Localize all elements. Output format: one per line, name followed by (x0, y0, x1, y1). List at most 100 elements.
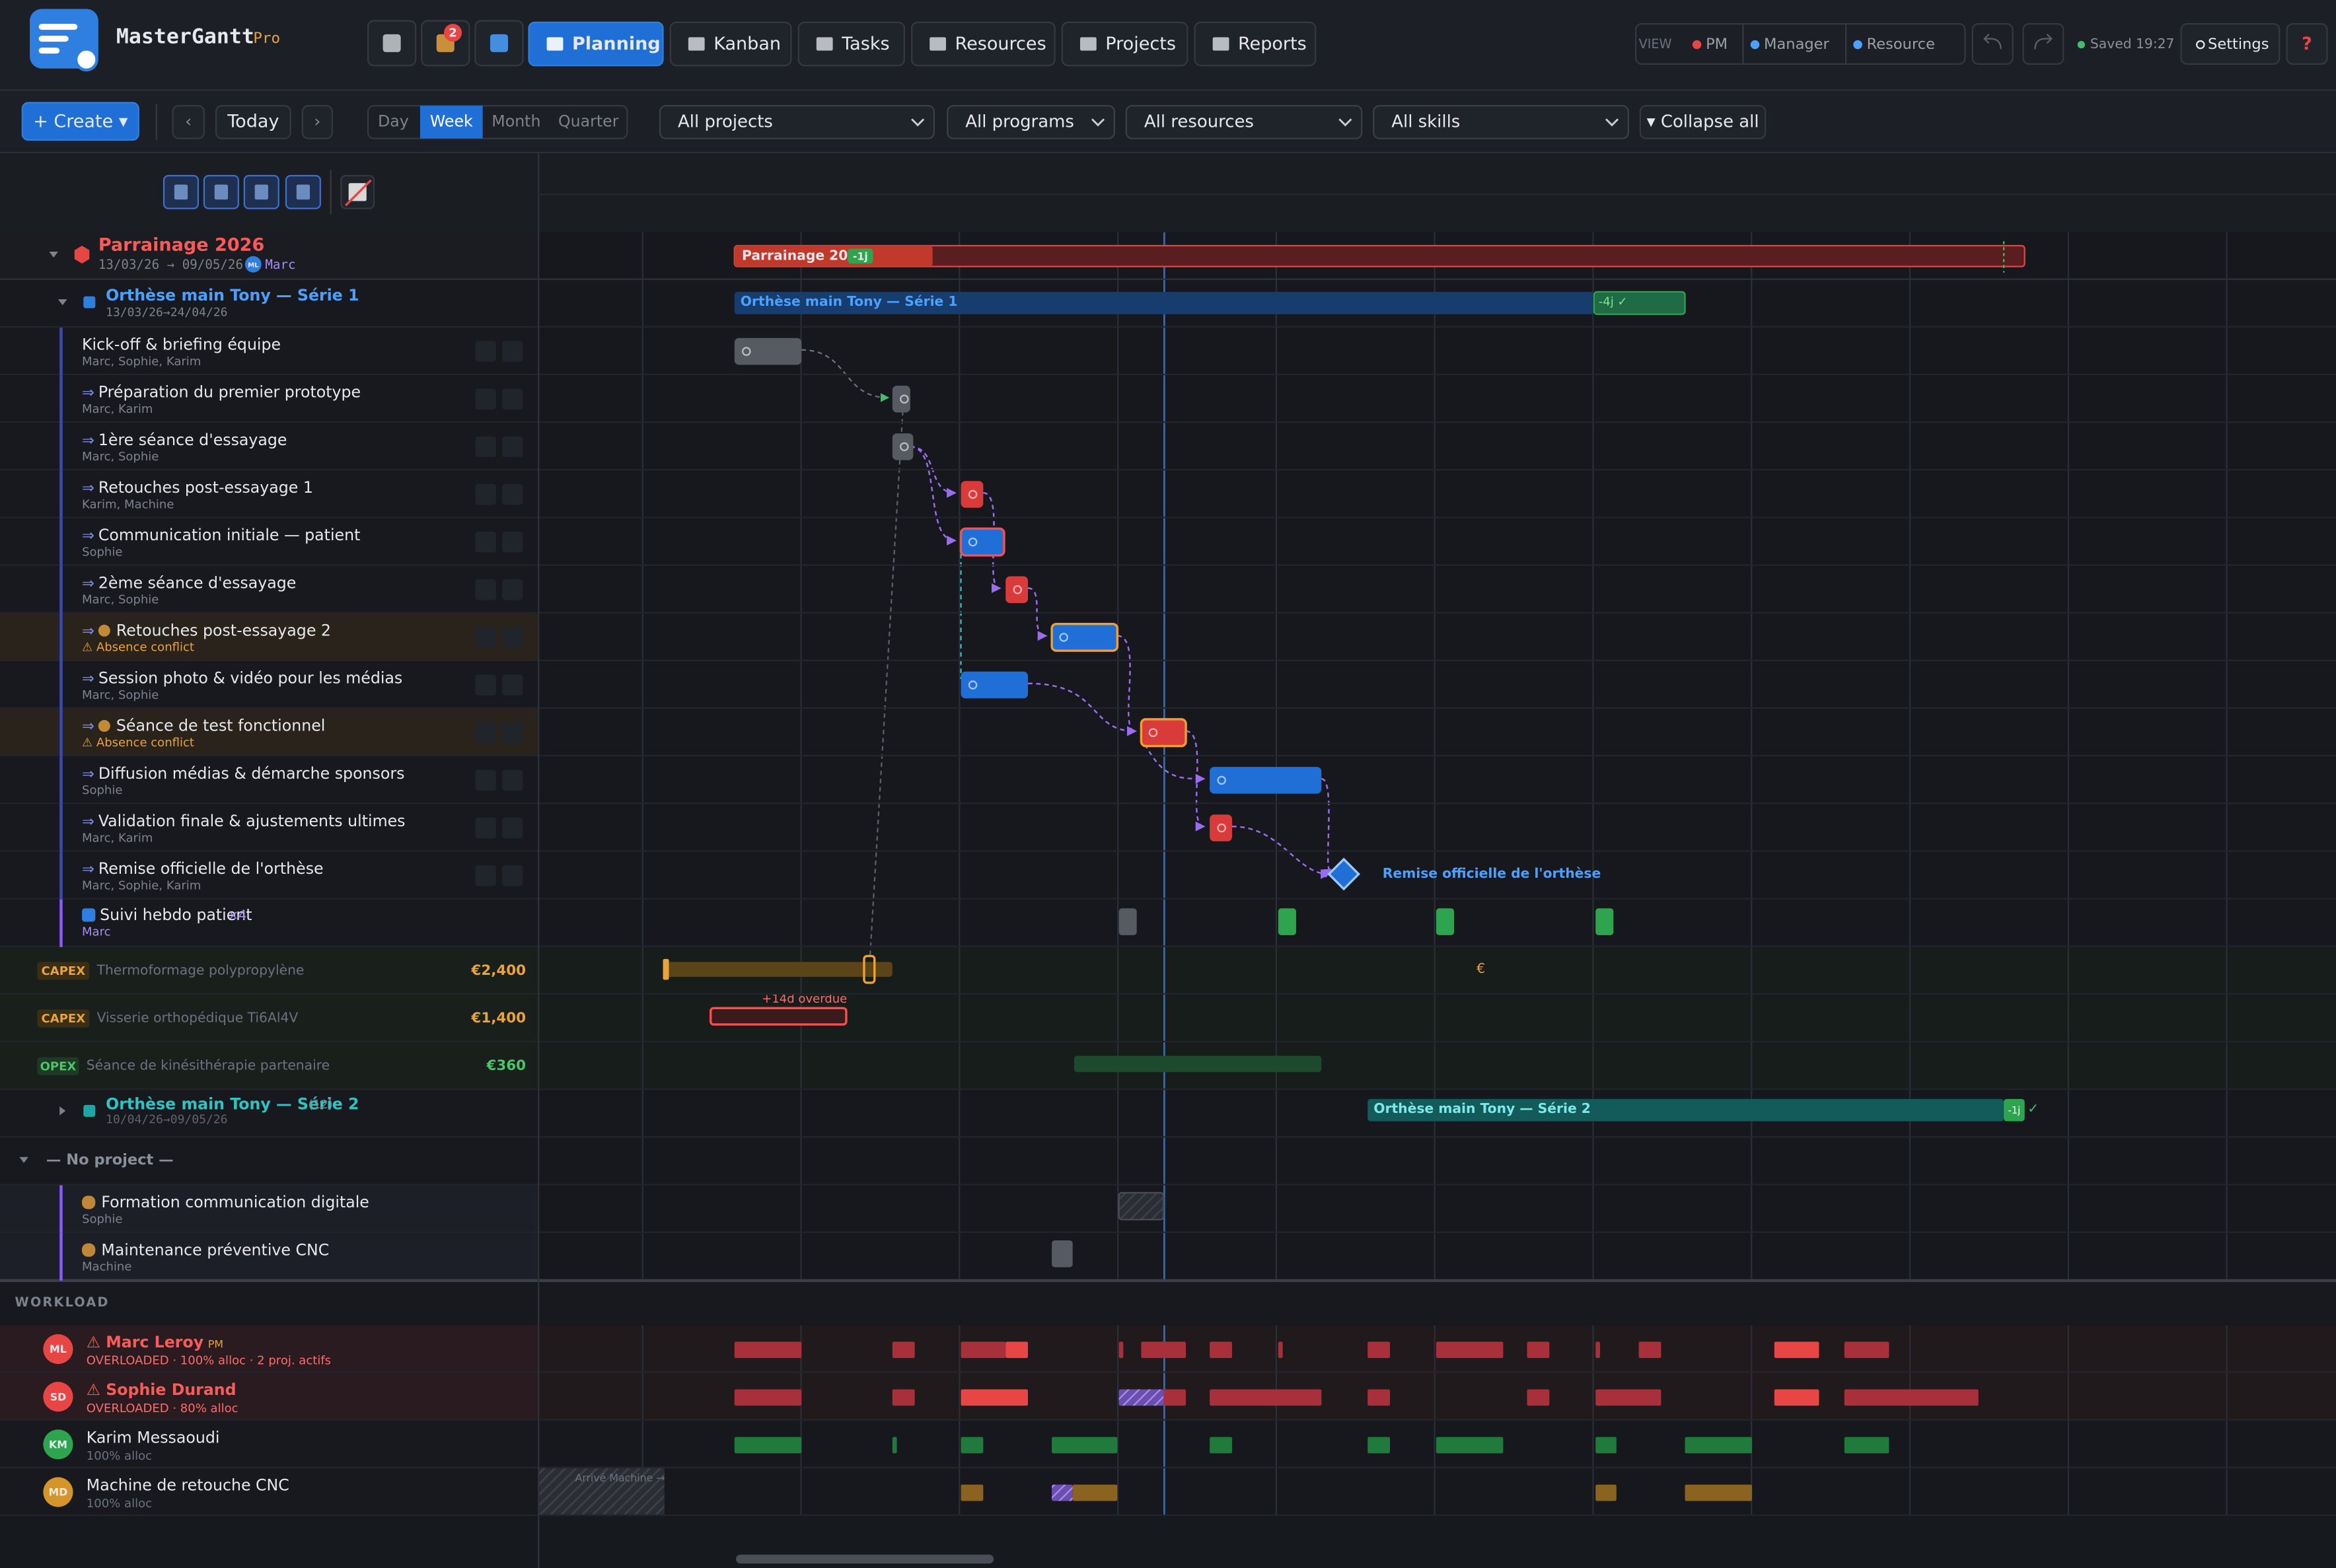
prev-button[interactable] (172, 104, 205, 139)
nav-tab[interactable] (669, 21, 792, 67)
settings-button[interactable] (2180, 22, 2281, 65)
caret[interactable] (19, 1157, 28, 1163)
cost-bar (1074, 1055, 1322, 1073)
owner-initials: ML (248, 262, 259, 269)
row-action[interactable] (501, 579, 523, 600)
task-bar[interactable] (1005, 576, 1029, 604)
row-action[interactable] (501, 483, 523, 505)
task-bar[interactable] (1210, 814, 1232, 841)
settings-label: Settings (2208, 36, 2269, 53)
filter-dropdown[interactable] (1125, 104, 1363, 139)
task-bar[interactable] (1210, 767, 1322, 794)
task-assignees: Marc, Karim (82, 402, 153, 416)
today-button[interactable] (215, 104, 291, 139)
task-bar[interactable] (734, 338, 802, 365)
row-action[interactable] (475, 674, 496, 695)
resource-status: 100% alloc (87, 1497, 152, 1511)
row-bg (0, 423, 538, 471)
project-dates: 13/03/26 → 09/05/26 (98, 257, 243, 272)
notification-count: 2 (449, 26, 457, 40)
nav-tab[interactable] (797, 21, 905, 67)
occurrence-bar (1595, 908, 1614, 935)
nav-tab[interactable] (1061, 21, 1188, 67)
workload-row-bg (0, 1468, 538, 1516)
task-bar[interactable] (1140, 718, 1187, 748)
load-bar (1072, 1484, 1118, 1501)
row-action[interactable] (501, 817, 523, 839)
redo-button[interactable] (2022, 22, 2064, 65)
dependency-link (869, 411, 904, 956)
cost-name: Séance de kinésithérapie partenaire (87, 1057, 330, 1073)
row-action[interactable] (475, 388, 496, 410)
load-bar (1685, 1484, 1752, 1501)
nav-tab[interactable] (1194, 21, 1317, 67)
scrollbar-thumb[interactable] (736, 1554, 994, 1564)
notification-badge (444, 24, 462, 42)
filter-dropdown[interactable] (947, 104, 1115, 139)
load-bar (734, 1437, 802, 1454)
group-name: Orthèse main Tony — Série 2 (106, 1094, 359, 1113)
caret[interactable] (57, 299, 67, 306)
milestone[interactable] (1327, 857, 1361, 891)
task-bar[interactable] (961, 671, 1029, 699)
row-action[interactable] (475, 341, 496, 362)
row-action[interactable] (475, 769, 496, 791)
row-action[interactable] (501, 865, 523, 886)
task-bar[interactable] (1050, 622, 1119, 652)
nav-tab[interactable] (910, 21, 1056, 67)
filter-dropdown[interactable] (659, 104, 935, 139)
create-button[interactable] (21, 102, 139, 141)
dependency-link (1321, 777, 1332, 878)
bar-label: Parrainage 2026 (742, 247, 867, 263)
row-action[interactable] (475, 531, 496, 553)
task-bar[interactable] (959, 527, 1005, 557)
load-bar (892, 1389, 915, 1406)
help-button[interactable] (2286, 22, 2328, 65)
help-label: ? (2302, 34, 2312, 54)
group-dates: 13/03/26→24/04/26 (106, 305, 227, 319)
cost-kind-label: CAPEX (42, 1012, 86, 1026)
row-action[interactable] (501, 674, 523, 695)
row-action[interactable] (501, 769, 523, 791)
nav-tab[interactable] (528, 21, 664, 67)
bar-icon (1013, 585, 1022, 594)
task-warning: ⚠ Absence conflict (82, 736, 194, 750)
row-action[interactable] (501, 627, 523, 648)
row-action[interactable] (501, 722, 523, 744)
row-action[interactable] (475, 627, 496, 648)
tab-icon (1212, 37, 1229, 51)
avatar (43, 1334, 73, 1365)
row-action[interactable] (475, 483, 496, 505)
filter-dropdown[interactable] (1373, 104, 1629, 139)
resource-status: 100% alloc (87, 1449, 152, 1463)
row-action[interactable] (501, 341, 523, 362)
load-bar (1595, 1437, 1617, 1454)
resource-name: ⚠ Sophie Durand (87, 1380, 237, 1399)
row-action[interactable] (501, 388, 523, 410)
row-action[interactable] (475, 579, 496, 600)
next-button[interactable] (301, 104, 334, 139)
row-action[interactable] (475, 436, 496, 458)
load-bar (892, 1341, 915, 1359)
task-bar[interactable] (961, 481, 984, 508)
task-name: Suivi hebdo patient (100, 906, 252, 924)
caret[interactable] (49, 252, 58, 258)
undo-button[interactable] (1971, 22, 2014, 65)
task-assignees: Marc, Sophie (82, 688, 159, 702)
dependency-link (1117, 635, 1137, 736)
row-action[interactable] (475, 817, 496, 839)
cost-amount: €1,400 (470, 1010, 526, 1026)
next-label: › (314, 112, 320, 131)
task-bar[interactable] (892, 433, 914, 460)
view-mode: Manager (1764, 36, 1830, 53)
owner-avatar (244, 256, 262, 273)
row-action[interactable] (501, 436, 523, 458)
row-action[interactable] (501, 531, 523, 553)
row-action[interactable] (475, 722, 496, 744)
app-name: MasterGantt (116, 24, 254, 48)
caret[interactable] (59, 1106, 66, 1116)
collapse-button[interactable] (1639, 104, 1767, 139)
scale-active[interactable] (420, 106, 483, 139)
tab-label: Planning (572, 34, 661, 54)
row-action[interactable] (475, 865, 496, 886)
